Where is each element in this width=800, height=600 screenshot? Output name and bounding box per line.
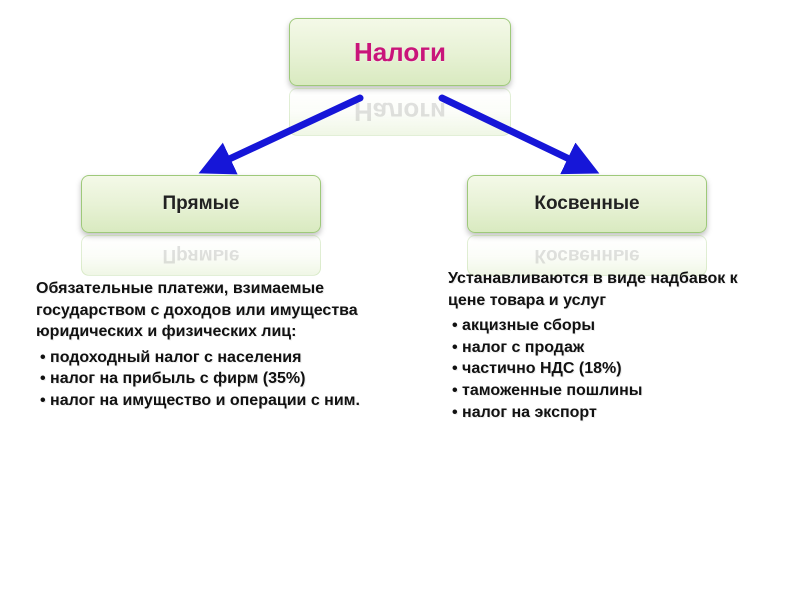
right-description: Устанавливаются в виде надбавок к цене т… — [448, 268, 748, 423]
left-intro: Обязательные платежи, взимаемые государс… — [36, 278, 386, 343]
list-item: налог на имущество и операции с ним. — [40, 390, 386, 412]
left-reflection: Прямые — [81, 235, 321, 276]
arrow-right — [442, 98, 588, 168]
right-intro: Устанавливаются в виде надбавок к цене т… — [448, 268, 748, 311]
right-node: Косвенные — [467, 175, 707, 233]
root-reflection: Налоги — [289, 88, 511, 136]
list-item: налог на экспорт — [452, 402, 748, 424]
left-label: Прямые — [163, 193, 240, 215]
list-item: акцизные сборы — [452, 315, 748, 337]
right-list: акцизные сборыналог с продажчастично НДС… — [448, 315, 748, 423]
list-item: частично НДС (18%) — [452, 358, 748, 380]
list-item: налог на прибыль с фирм (35%) — [40, 368, 386, 390]
root-label: Налоги — [354, 37, 446, 68]
left-node: Прямые — [81, 175, 321, 233]
list-item: налог с продаж — [452, 337, 748, 359]
list-item: подоходный налог с населения — [40, 347, 386, 369]
right-label: Косвенные — [534, 193, 639, 215]
list-item: таможенные пошлины — [452, 380, 748, 402]
left-description: Обязательные платежи, взимаемые государс… — [36, 278, 386, 412]
arrow-left — [210, 98, 360, 168]
root-node: Налоги — [289, 18, 511, 86]
left-list: подоходный налог с населенияналог на при… — [36, 347, 386, 412]
